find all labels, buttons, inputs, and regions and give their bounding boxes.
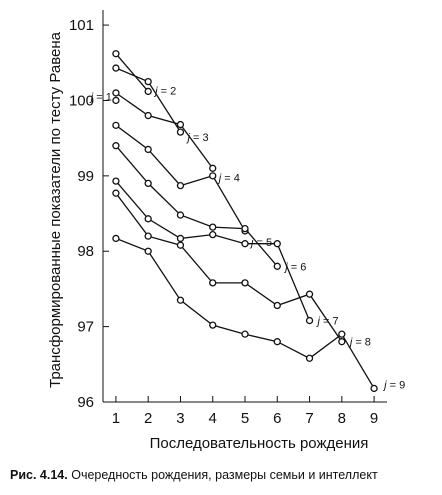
x-tick-label: 9 xyxy=(370,410,378,427)
data-point-series-9 xyxy=(305,354,314,362)
data-point-series-8 xyxy=(209,279,217,287)
data-point-series-3 xyxy=(112,64,120,72)
y-tick-label: 96 xyxy=(77,394,94,411)
figure-caption: Рис. 4.14. Очередность рождения, размеры… xyxy=(10,468,378,482)
chart: Трансформированные показатели по тесту Р… xyxy=(47,10,405,452)
series-label-6: j = 6 xyxy=(283,261,306,273)
data-point-series-6 xyxy=(176,211,185,219)
y-tick-label: 98 xyxy=(77,243,94,260)
series-label-2: j = 2 xyxy=(153,85,176,97)
data-point-series-5 xyxy=(176,181,185,190)
series-line-9 xyxy=(115,237,375,389)
x-tick-label: 7 xyxy=(305,410,313,427)
series-line-8 xyxy=(115,192,343,343)
data-point-series-8 xyxy=(176,241,185,249)
data-point-series-8 xyxy=(144,232,152,240)
data-point-series-8 xyxy=(305,290,314,298)
series-label-8: j = 8 xyxy=(348,337,371,349)
y-tick-label: 100 xyxy=(69,92,94,109)
series-line-2 xyxy=(115,53,149,92)
data-point-series-5 xyxy=(209,172,217,180)
series-label-3: j = 3 xyxy=(185,132,208,144)
x-tick-label: 1 xyxy=(112,410,120,427)
x-tick-label: 4 xyxy=(209,410,217,427)
data-point-series-5 xyxy=(144,145,152,154)
figure-number: Рис. 4.14. xyxy=(10,468,68,482)
data-point-series-7 xyxy=(144,215,152,223)
y-axis-title: Трансформированные показатели по тесту Р… xyxy=(47,31,64,388)
data-point-series-3 xyxy=(176,128,185,136)
data-point-series-7 xyxy=(241,240,249,248)
y-tick-label: 99 xyxy=(77,168,94,185)
data-point-series-1 xyxy=(112,96,120,105)
series-label-1: j = 1 xyxy=(89,91,112,103)
data-point-series-5 xyxy=(112,121,120,129)
data-point-series-7 xyxy=(305,316,314,325)
data-point-series-7 xyxy=(176,234,185,243)
data-point-series-6 xyxy=(241,224,249,233)
data-point-series-4 xyxy=(209,164,217,172)
data-point-series-8 xyxy=(273,301,281,310)
series-label-4: j = 4 xyxy=(217,172,240,184)
x-tick-label: 6 xyxy=(273,410,281,427)
data-point-series-4 xyxy=(144,111,152,120)
data-point-series-6 xyxy=(112,142,120,150)
data-point-series-3 xyxy=(144,77,152,86)
data-point-series-7 xyxy=(209,230,217,239)
x-tick-label: 2 xyxy=(144,410,152,427)
data-point-series-9 xyxy=(273,338,281,346)
series-line-4 xyxy=(115,92,214,169)
y-tick-label: 101 xyxy=(69,17,94,34)
data-point-series-9 xyxy=(370,384,378,393)
y-tick-label: 97 xyxy=(77,319,94,336)
data-point-series-7 xyxy=(112,177,120,185)
figure-caption-text: Очередность рождения, размеры семьи и ин… xyxy=(71,468,378,482)
data-point-series-8 xyxy=(241,279,249,287)
x-axis-title: Последовательность рождения xyxy=(150,435,369,452)
data-point-series-9 xyxy=(209,321,217,329)
data-point-series-9 xyxy=(176,296,185,304)
data-point-series-6 xyxy=(273,262,281,270)
data-point-series-9 xyxy=(112,234,120,243)
data-point-series-8 xyxy=(338,338,346,346)
data-point-series-2 xyxy=(144,87,152,96)
data-point-series-4 xyxy=(112,89,120,97)
data-point-series-6 xyxy=(209,223,217,231)
series-label-9: j = 9 xyxy=(382,379,405,391)
data-point-series-9 xyxy=(144,247,152,255)
series-line-6 xyxy=(115,145,278,267)
series-label-7: j = 7 xyxy=(316,316,339,328)
x-tick-label: 8 xyxy=(338,410,346,427)
x-tick-label: 3 xyxy=(176,410,184,427)
data-point-series-6 xyxy=(144,179,152,188)
series-label-5: j = 5 xyxy=(249,237,272,249)
x-tick-label: 5 xyxy=(241,410,249,427)
data-point-series-4 xyxy=(176,120,185,129)
data-point-series-8 xyxy=(112,189,120,197)
data-point-series-9 xyxy=(338,330,346,338)
data-point-series-2 xyxy=(112,50,120,58)
data-point-series-9 xyxy=(241,330,249,338)
data-point-series-7 xyxy=(273,240,281,248)
